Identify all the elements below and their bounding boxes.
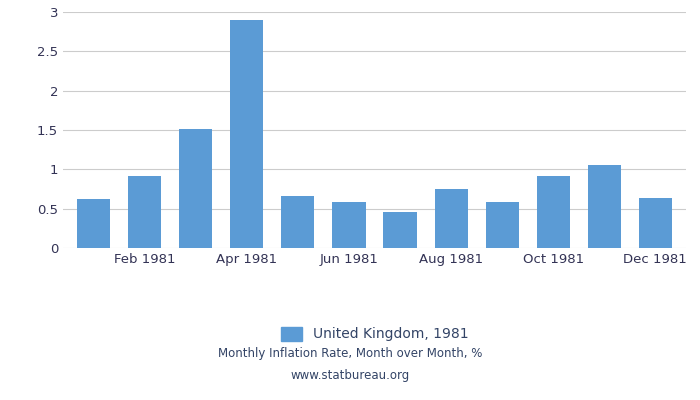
Bar — [77, 199, 110, 248]
Bar — [281, 196, 314, 248]
Bar — [332, 202, 365, 248]
Bar — [639, 198, 672, 248]
Bar — [230, 20, 263, 248]
Bar — [179, 129, 212, 248]
Bar — [128, 176, 161, 248]
Text: Monthly Inflation Rate, Month over Month, %: Monthly Inflation Rate, Month over Month… — [218, 348, 482, 360]
Bar — [588, 165, 621, 248]
Bar — [384, 212, 416, 248]
Legend: United Kingdom, 1981: United Kingdom, 1981 — [275, 321, 474, 347]
Bar — [435, 189, 468, 248]
Bar — [537, 176, 570, 248]
Bar — [486, 202, 519, 248]
Text: www.statbureau.org: www.statbureau.org — [290, 370, 410, 382]
